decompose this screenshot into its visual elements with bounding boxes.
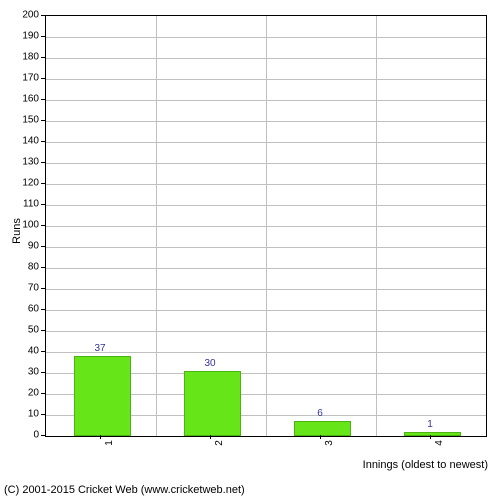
plot-area	[45, 15, 487, 437]
y-tick-label: 130	[17, 157, 39, 168]
y-tick-label: 120	[17, 178, 39, 189]
y-tick-mark	[41, 141, 45, 142]
x-tick-mark	[430, 435, 431, 439]
y-tick-label: 200	[17, 10, 39, 21]
y-tick-mark	[41, 267, 45, 268]
y-tick-label: 10	[17, 409, 39, 420]
bar-value-label: 6	[317, 408, 323, 419]
y-tick-label: 170	[17, 73, 39, 84]
x-tick-label: 1	[104, 440, 115, 446]
bar	[404, 432, 461, 436]
y-tick-mark	[41, 57, 45, 58]
y-tick-mark	[41, 246, 45, 247]
bar-value-label: 30	[204, 358, 215, 369]
y-tick-label: 30	[17, 367, 39, 378]
y-tick-mark	[41, 78, 45, 79]
y-tick-label: 110	[17, 199, 39, 210]
x-tick-mark	[210, 435, 211, 439]
y-tick-label: 180	[17, 52, 39, 63]
x-tick-mark	[320, 435, 321, 439]
y-tick-label: 100	[17, 220, 39, 231]
bar	[184, 371, 241, 436]
y-tick-label: 60	[17, 304, 39, 315]
chart-container: Runs Innings (oldest to newest) (C) 2001…	[0, 0, 500, 500]
y-tick-mark	[41, 183, 45, 184]
y-tick-mark	[41, 393, 45, 394]
y-tick-label: 50	[17, 325, 39, 336]
y-tick-mark	[41, 435, 45, 436]
grid-line-vertical	[376, 16, 377, 436]
y-tick-label: 0	[17, 430, 39, 441]
y-tick-mark	[41, 225, 45, 226]
bar-value-label: 37	[94, 343, 105, 354]
y-tick-mark	[41, 162, 45, 163]
y-tick-mark	[41, 288, 45, 289]
y-tick-mark	[41, 309, 45, 310]
y-tick-label: 20	[17, 388, 39, 399]
y-tick-mark	[41, 99, 45, 100]
copyright-text: (C) 2001-2015 Cricket Web (www.cricketwe…	[4, 484, 245, 496]
bar	[74, 356, 131, 436]
y-tick-label: 150	[17, 115, 39, 126]
y-tick-label: 160	[17, 94, 39, 105]
grid-line-vertical	[266, 16, 267, 436]
y-tick-mark	[41, 372, 45, 373]
x-tick-mark	[100, 435, 101, 439]
y-tick-mark	[41, 15, 45, 16]
y-tick-label: 40	[17, 346, 39, 357]
y-tick-mark	[41, 204, 45, 205]
y-tick-mark	[41, 351, 45, 352]
y-tick-mark	[41, 120, 45, 121]
y-tick-label: 90	[17, 241, 39, 252]
grid-line-vertical	[156, 16, 157, 436]
bar	[294, 421, 351, 436]
y-tick-label: 190	[17, 31, 39, 42]
x-axis-label: Innings (oldest to newest)	[363, 459, 488, 471]
x-tick-label: 3	[324, 440, 335, 446]
y-tick-label: 80	[17, 262, 39, 273]
y-tick-mark	[41, 330, 45, 331]
y-tick-mark	[41, 36, 45, 37]
x-tick-label: 4	[434, 440, 445, 446]
bar-value-label: 1	[427, 419, 433, 430]
y-tick-mark	[41, 414, 45, 415]
y-tick-label: 140	[17, 136, 39, 147]
x-tick-label: 2	[214, 440, 225, 446]
y-tick-label: 70	[17, 283, 39, 294]
